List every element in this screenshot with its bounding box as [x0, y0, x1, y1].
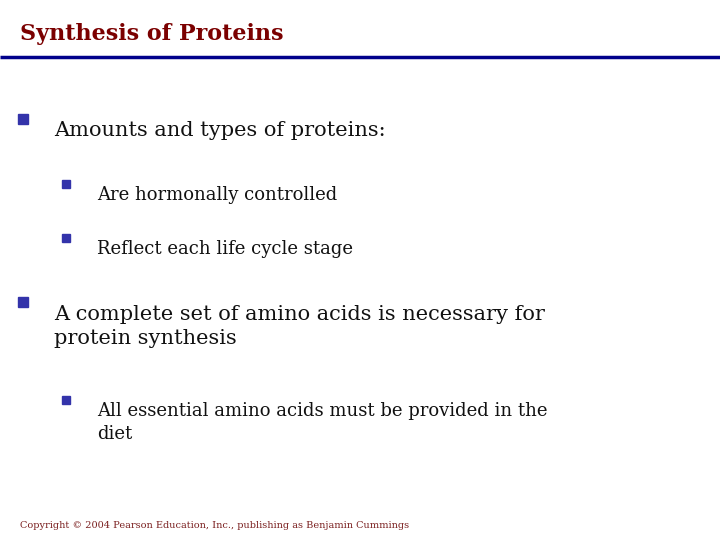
Text: Are hormonally controlled: Are hormonally controlled: [97, 186, 338, 204]
Text: Synthesis of Proteins: Synthesis of Proteins: [20, 23, 284, 45]
Text: Amounts and types of proteins:: Amounts and types of proteins:: [54, 122, 386, 140]
Text: A complete set of amino acids is necessary for
protein synthesis: A complete set of amino acids is necessa…: [54, 305, 545, 348]
Text: All essential amino acids must be provided in the
diet: All essential amino acids must be provid…: [97, 402, 548, 443]
Text: Copyright © 2004 Pearson Education, Inc., publishing as Benjamin Cummings: Copyright © 2004 Pearson Education, Inc.…: [20, 521, 409, 530]
Text: Reflect each life cycle stage: Reflect each life cycle stage: [97, 240, 354, 258]
